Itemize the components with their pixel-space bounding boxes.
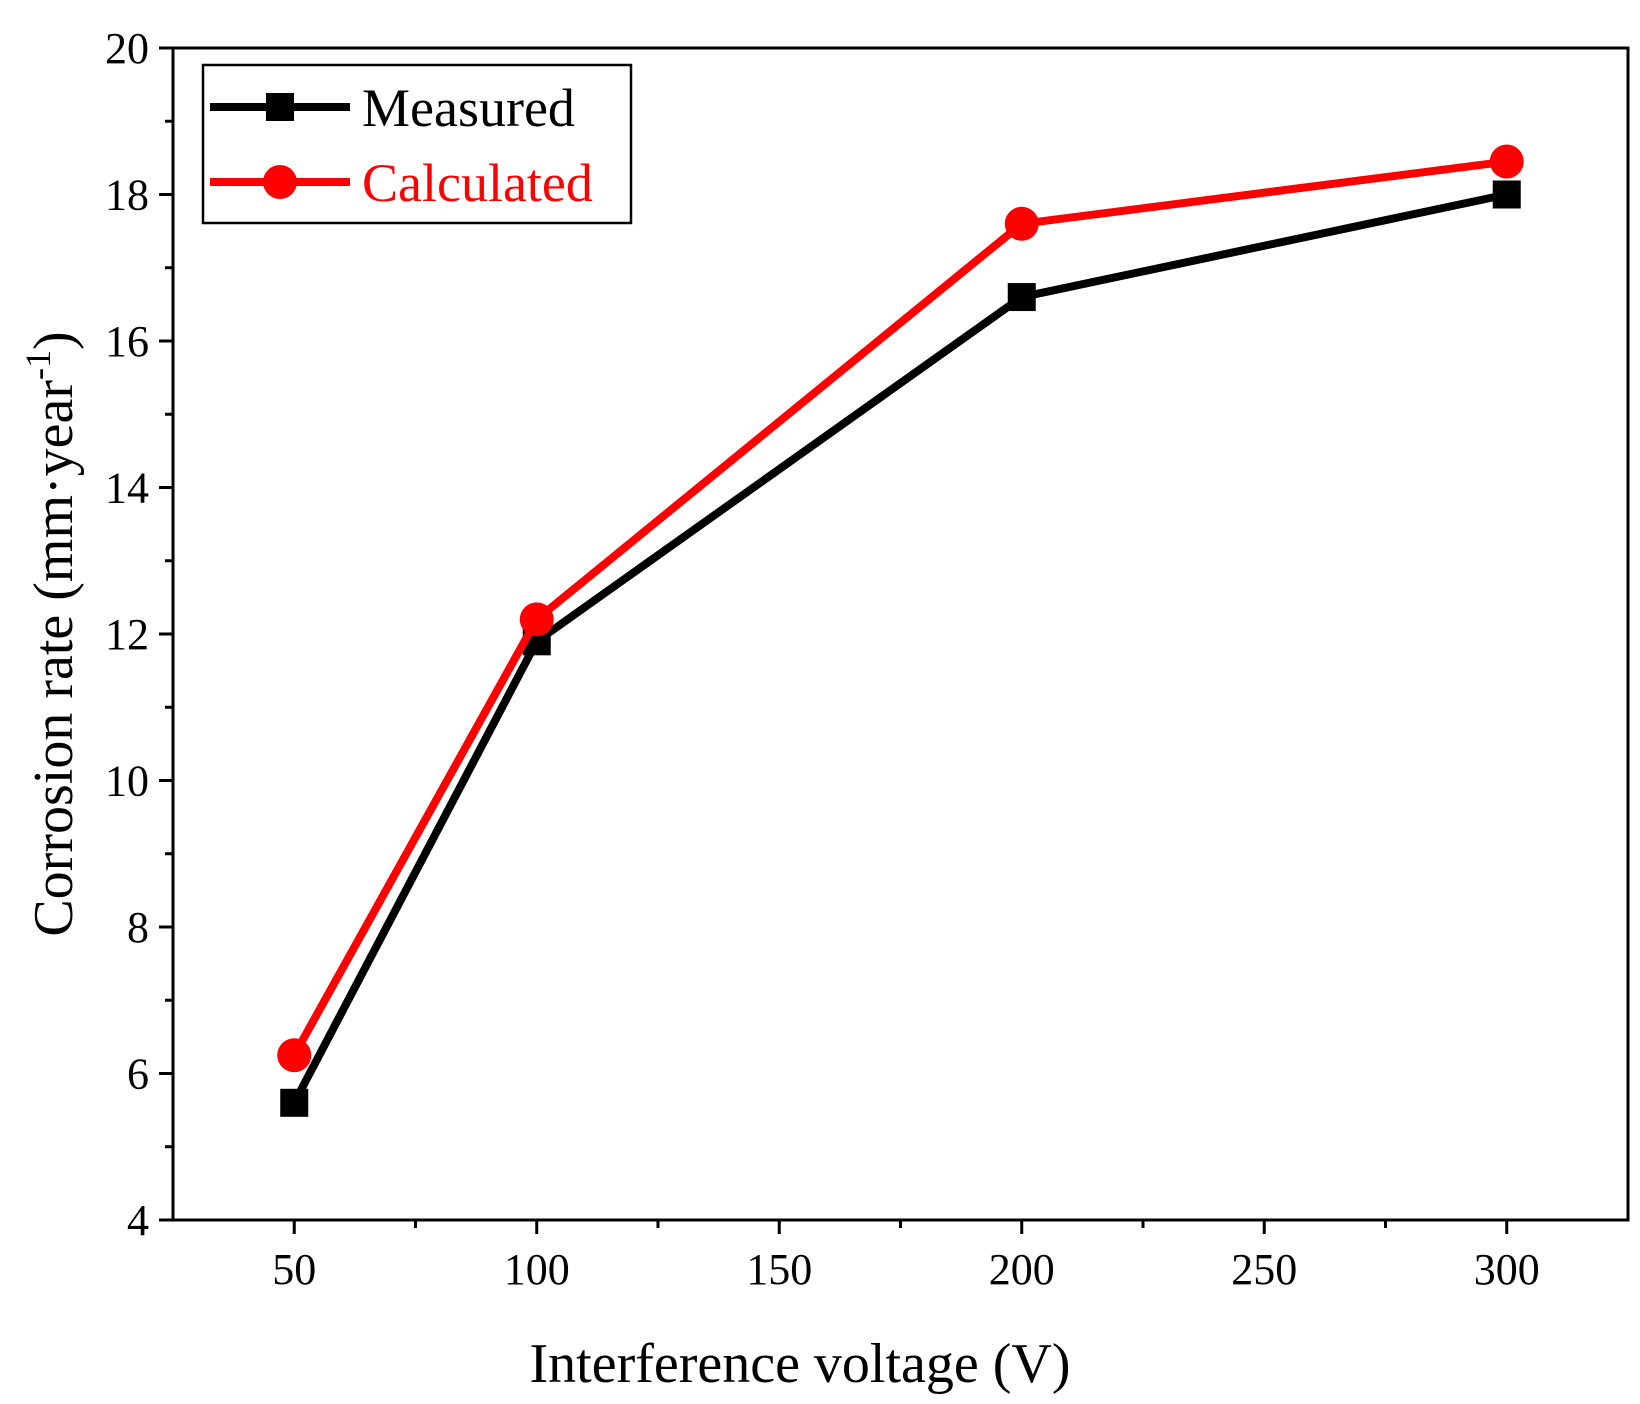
y-tick-label: 16 (105, 317, 149, 366)
x-tick-label: 250 (1231, 1245, 1297, 1294)
x-tick-label: 150 (746, 1245, 812, 1294)
series-calculated (277, 144, 1524, 1073)
series-line-calculated (290, 157, 1508, 1058)
y-tick-label: 20 (105, 24, 149, 73)
y-tick-label: 6 (127, 1050, 149, 1099)
y-tick-label: 14 (105, 464, 149, 513)
y-axis-title-close: ) (23, 331, 85, 350)
legend-label-measured: Measured (362, 78, 575, 138)
y-tick-label: 10 (105, 757, 149, 806)
y-tick-label: 8 (127, 903, 149, 952)
y-tick-label: 12 (105, 610, 149, 659)
legend-marker-calculated (263, 165, 297, 199)
axis-ticks: 50 100 150 200 250 300 4 6 8 10 12 14 16 18 20 (105, 24, 1540, 1294)
data-point-measured (1492, 180, 1521, 209)
x-tick-label: 200 (989, 1245, 1055, 1294)
x-axis-title: Interference voltage (V) (530, 1333, 1071, 1395)
legend-label-calculated: Calculated (362, 153, 593, 213)
data-point-calculated (519, 602, 554, 637)
data-point-calculated (1489, 144, 1524, 179)
x-tick-label: 300 (1474, 1245, 1540, 1294)
legend: Measured Calculated (201, 63, 633, 225)
data-point-calculated (1004, 206, 1039, 241)
y-tick-label: 18 (105, 171, 149, 220)
y-tick-label: 4 (127, 1196, 149, 1245)
y-axis-title-superscript: -1 (18, 350, 58, 380)
series-line-measured (290, 190, 1508, 1105)
x-tick-label: 100 (504, 1245, 570, 1294)
x-tick-label: 50 (272, 1245, 316, 1294)
legend-marker-measured (266, 93, 294, 121)
y-axis-title-main: Corrosion rate (mm·year (23, 380, 85, 937)
data-point-measured (1007, 283, 1036, 312)
data-point-calculated (277, 1038, 312, 1073)
y-axis-title: Corrosion rate (mm·year-1) (18, 331, 85, 936)
series-layer (277, 144, 1524, 1117)
data-point-measured (280, 1088, 309, 1117)
